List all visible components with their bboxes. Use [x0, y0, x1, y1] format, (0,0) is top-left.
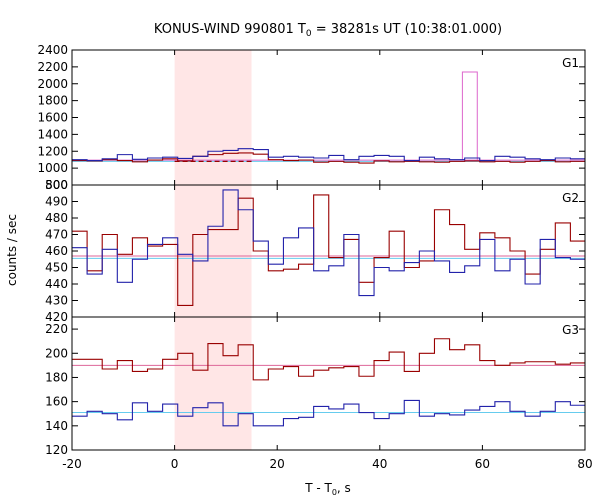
y-tick-label: 120 [45, 443, 68, 457]
series-red-g3 [72, 338, 585, 381]
series-blue-g3 [72, 399, 585, 427]
spike-mark [461, 71, 478, 161]
y-tick-label: 490 [45, 195, 68, 209]
y-tick-label: 420 [45, 310, 68, 324]
y-tick-label: 1200 [37, 144, 68, 158]
y-tick-label: 800 [45, 178, 68, 192]
y-tick-label: 1000 [37, 161, 68, 175]
y-tick-label: 1600 [37, 111, 68, 125]
panel-label-g3: G3 [562, 323, 579, 337]
panel-frame [71, 49, 586, 186]
panel-frame [71, 316, 586, 451]
y-tick-label: 160 [45, 395, 68, 409]
y-tick-label: 180 [45, 370, 68, 384]
y-tick-label: 220 [45, 322, 68, 336]
chart-title: KONUS-WIND 990801 T0 = 38281s UT (10:38:… [154, 22, 502, 39]
shaded-interval [174, 317, 252, 450]
y-tick-label: 480 [45, 211, 68, 225]
y-tick-label: 460 [45, 244, 68, 258]
y-tick-label: 1400 [37, 127, 68, 141]
plot-area: 80010001200140016001800200022002400G1420… [37, 43, 592, 471]
y-tick-label: 2400 [37, 43, 68, 57]
y-tick-label: 500 [45, 178, 68, 192]
series-blue-g2 [72, 189, 585, 297]
x-tick-label: 60 [475, 457, 490, 471]
panel-g1: 800 1000 1200 1400 1600 1800 2000 2200 2400 G1 [37, 43, 586, 192]
y-axis-label: counts / sec [5, 214, 19, 286]
x-tick-label: 80 [577, 457, 592, 471]
y-tick-label: 1800 [37, 94, 68, 108]
x-tick-label: 20 [270, 457, 285, 471]
y-tick-label: 440 [45, 277, 68, 291]
panel-g2: 420 430 440 450 460 470 480 490 500 G2 [45, 178, 586, 324]
series-red-g1 [72, 152, 585, 164]
x-tick-label: -20 [62, 457, 82, 471]
y-tick-label: 470 [45, 228, 68, 242]
y-tick-label: 2000 [37, 77, 68, 91]
y-tick-label: 200 [45, 346, 68, 360]
panel-label-g1: G1 [562, 56, 579, 70]
series-red-g2 [72, 194, 585, 306]
y-tick-label: 430 [45, 294, 68, 308]
shaded-interval [174, 185, 252, 317]
x-tick-label: 0 [171, 457, 179, 471]
panel-label-g2: G2 [562, 191, 579, 205]
shaded-interval [174, 50, 252, 185]
panel-g3: 120 140 160 180 200 220 G3 [45, 316, 586, 457]
series-blue-g1 [72, 148, 585, 162]
x-tick-label: 40 [372, 457, 387, 471]
x-axis-label: T - T0, s [304, 481, 351, 497]
y-tick-label: 450 [45, 261, 68, 275]
y-tick-label: 140 [45, 419, 68, 433]
y-tick-label: 2200 [37, 60, 68, 74]
